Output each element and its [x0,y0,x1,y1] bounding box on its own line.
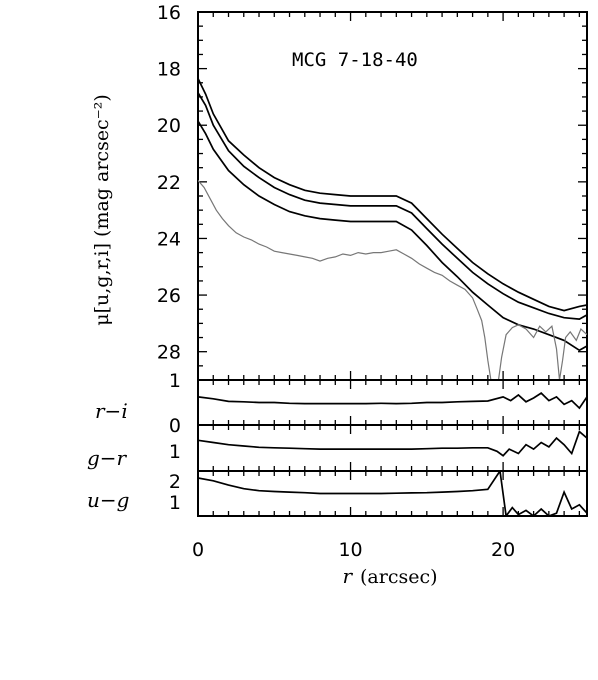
chart-title: MCG 7-18-40 [292,49,418,71]
series-line-0-0 [198,78,587,312]
panel-frame [197,424,588,472]
y-tick-label: 1 [169,492,181,514]
y-tick-label: 22 [157,172,181,194]
series-line-1-0 [198,392,587,410]
series-line-0-2 [198,120,587,352]
y-tick-label: 16 [157,2,181,24]
y-tick-label: 1 [169,441,181,463]
series-line-0-1 [198,92,587,320]
panel-frame [197,470,588,517]
x-tick-label: 20 [491,539,515,561]
y-axis-label: μ[u,g,r,i] (mag arcsec⁻²) [91,94,113,326]
x-axis-label: r (arcsec) [342,564,437,588]
y-tick-label: 20 [157,115,181,137]
series-line-2-0 [198,430,587,457]
y-tick-label: 0 [169,415,181,437]
y-tick-label: 18 [157,59,181,81]
series-line-3-0 [198,471,587,516]
x-tick-label: 0 [192,539,204,561]
series-line-0-3 [198,180,492,380]
x-axis-label-unit: (arcsec) [360,566,438,588]
y-tick-label: 26 [157,285,181,307]
y-tick-label: 24 [157,228,181,250]
labels: MCG 7-18-40 μ[u,g,r,i] (mag arcsec⁻²) r−… [87,49,438,588]
y-tick-label: 28 [157,342,181,364]
y-tick-label: 2 [169,471,181,493]
series-line-0-4 [497,324,587,380]
panel-label-g-r: g−r [87,446,128,470]
y-tick-label: 1 [169,370,181,392]
panel-label-u-g: u−g [87,488,129,512]
x-axis-label-var: r [342,564,353,588]
panel-label-r-i: r−i [95,399,128,423]
x-tick-label: 10 [338,539,362,561]
